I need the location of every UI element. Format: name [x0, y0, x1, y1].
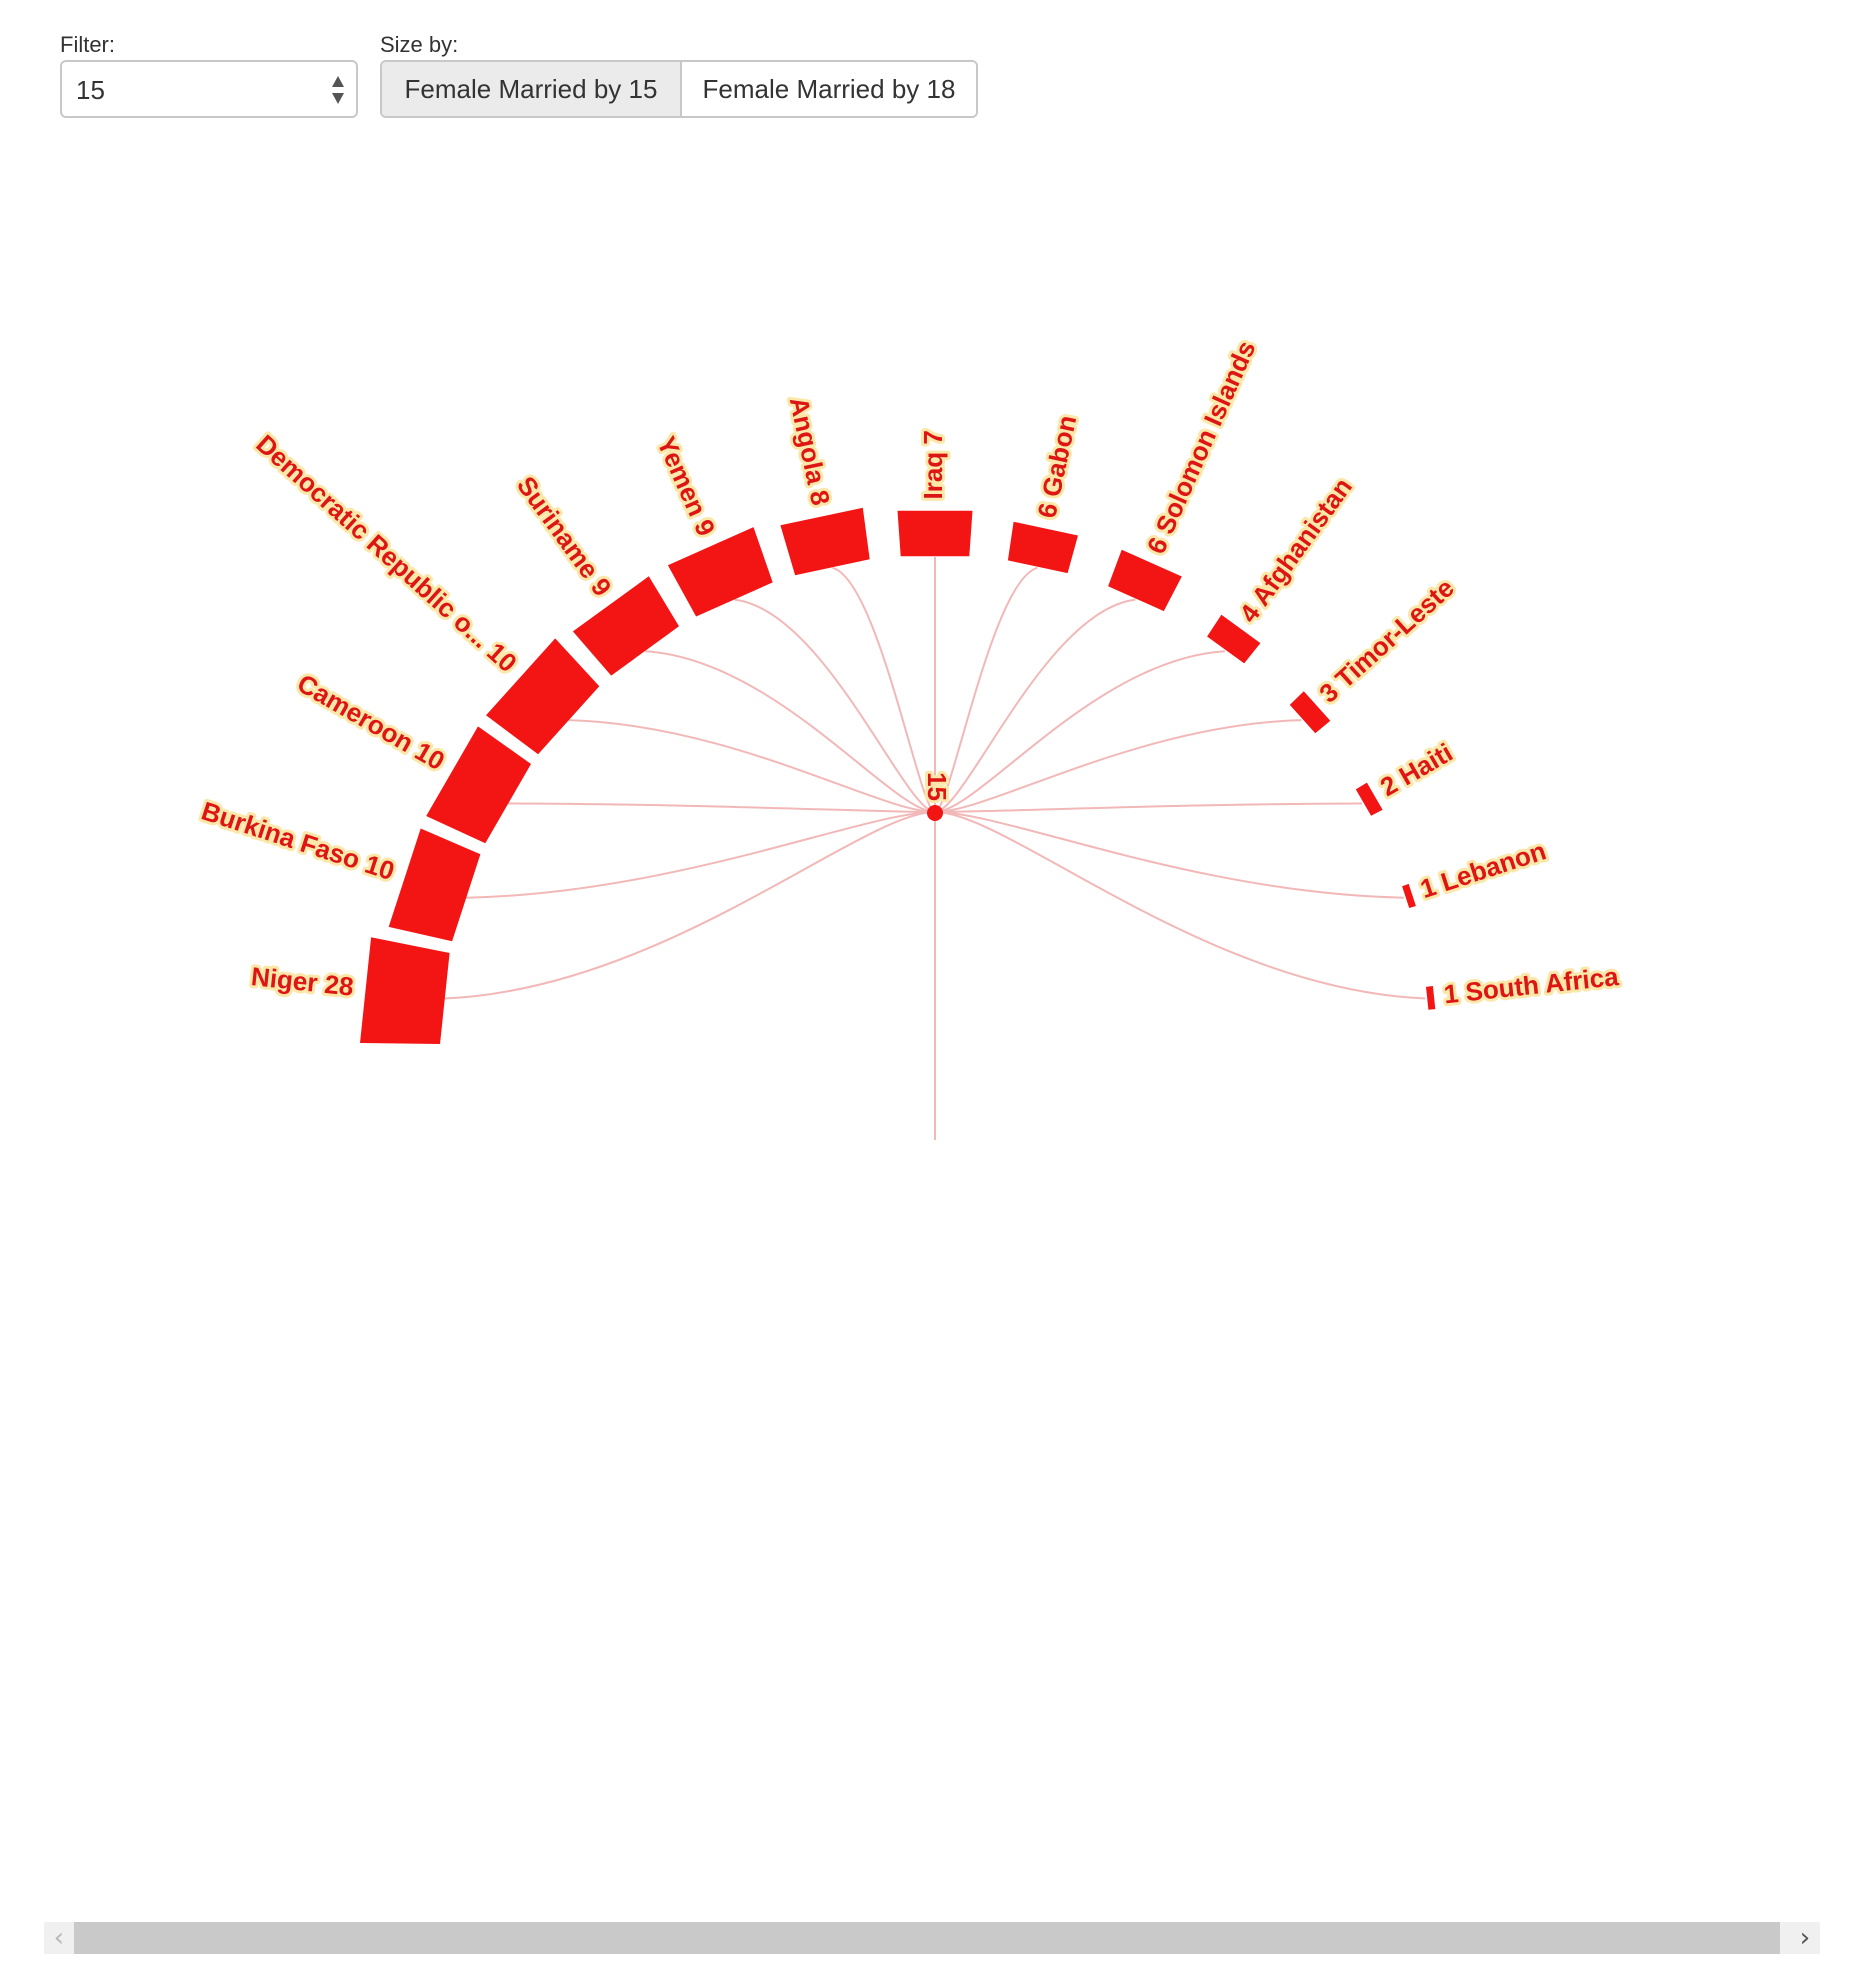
bar-lebanon[interactable]: [1402, 883, 1416, 908]
link-democratic-republic-o: [568, 719, 936, 813]
scroll-left-icon[interactable]: ‹: [53, 1923, 65, 1953]
bar-timor-leste[interactable]: [1289, 691, 1331, 734]
bars-group: [360, 507, 1436, 1044]
link-solomon-islands: [934, 598, 1136, 813]
bar-haiti[interactable]: [1355, 782, 1383, 816]
label-lebanon: 1 Lebanon: [1417, 835, 1550, 904]
link-suriname: [645, 650, 936, 813]
link-south-africa: [934, 811, 1426, 1000]
link-lebanon: [934, 811, 1404, 899]
label-niger: Niger 28: [250, 961, 355, 1002]
bar-cameroon[interactable]: [426, 726, 531, 844]
bar-burkina-faso[interactable]: [388, 828, 481, 942]
link-angola: [832, 566, 936, 813]
label-gabon: 6 Gabon: [1031, 413, 1082, 521]
label-cameroon: Cameroon 10: [292, 668, 450, 776]
label-yemen: Yemen 9: [651, 432, 721, 541]
link-lines: [444, 557, 1426, 1000]
label-iraq: Iraq 7: [918, 430, 948, 499]
label-angola: Angola 8: [784, 394, 836, 508]
label-south-africa: 1 South Africa: [1442, 961, 1620, 1009]
link-haiti: [934, 802, 1363, 813]
center-node-dot[interactable]: [927, 805, 943, 821]
horizontal-scrollbar[interactable]: ‹ ›: [44, 1922, 1820, 1954]
label-afghanistan: 4 Afghanistan: [1233, 472, 1358, 628]
controls-bar: Filter: 15 Size by: Female Married by 15…: [0, 0, 1854, 140]
center-node-label: 15: [922, 772, 952, 801]
link-yemen: [734, 598, 936, 813]
bar-suriname[interactable]: [572, 576, 679, 676]
link-cameroon: [507, 802, 936, 813]
filter-label: Filter:: [60, 32, 115, 57]
scroll-right-icon[interactable]: ›: [1799, 1923, 1811, 1953]
bar-solomon-islands[interactable]: [1108, 549, 1182, 612]
bar-democratic-republic-o[interactable]: [486, 638, 600, 755]
bar-niger[interactable]: [360, 937, 450, 1044]
bar-afghanistan[interactable]: [1207, 614, 1261, 664]
bar-gabon[interactable]: [1007, 521, 1078, 574]
link-gabon: [934, 566, 1038, 813]
filter-select-value: 15: [76, 75, 105, 105]
radial-bar-chart: Niger 28 Burkina Faso 10 Cameroon 10Democr…: [195, 333, 1623, 1140]
link-niger: [444, 811, 936, 1000]
bar-south-africa[interactable]: [1426, 986, 1436, 1010]
size-by-toggle: Female Married by 15 Female Married by 1…: [380, 60, 978, 118]
bar-angola[interactable]: [780, 507, 870, 576]
label-suriname: Suriname 9: [511, 471, 618, 602]
label-haiti: 2 Haiti: [1375, 737, 1458, 802]
size-option-married-by-15-button[interactable]: Female Married by 15: [382, 62, 682, 116]
label-solomon-islands: 6 Solomon Islands: [1141, 336, 1262, 558]
size-by-label: Size by:: [380, 32, 459, 57]
link-timor-leste: [934, 719, 1302, 813]
link-afghanistan: [934, 650, 1225, 813]
label-burkina-faso: Burkina Faso 10: [198, 796, 398, 887]
bar-yemen[interactable]: [667, 527, 773, 617]
select-arrows-icon: [332, 76, 344, 104]
bar-iraq[interactable]: [897, 510, 973, 557]
size-option-married-by-18-button[interactable]: Female Married by 18: [682, 62, 976, 116]
label-timor-leste: 3 Timor-Leste: [1313, 573, 1459, 709]
link-burkina-faso: [466, 811, 936, 899]
scrollbar-thumb[interactable]: [74, 1922, 1780, 1954]
label-democratic-republic-o: Democratic Republic o... 10: [250, 429, 522, 679]
filter-select[interactable]: 15: [60, 60, 358, 118]
